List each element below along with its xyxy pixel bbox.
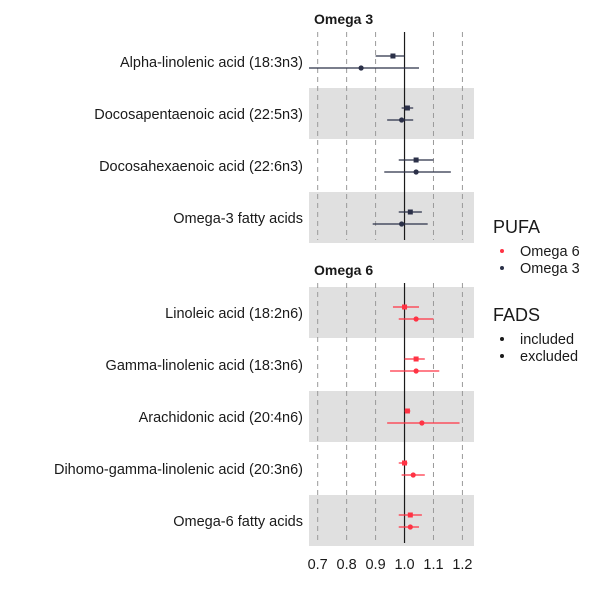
row-label: Omega-6 fatty acids [173, 514, 303, 530]
panel-title: Omega 6 [314, 262, 373, 278]
row-label: Docosahexaenoic acid (22:6n3) [99, 159, 303, 175]
point-excluded [399, 117, 405, 123]
legend-key [500, 249, 504, 253]
point-excluded [419, 420, 425, 426]
point-excluded [407, 524, 413, 530]
panel-2: Omega 6 Linoleic acid (18:2n6) Gamma-linol… [54, 262, 474, 546]
panel-1: Omega 3 Alpha-linolenic acid (18:3n3) Doco… [94, 11, 474, 243]
row-label: Dihomo-gamma-linolenic acid (20:3n6) [54, 462, 303, 478]
panel-title: Omega 3 [314, 11, 373, 27]
row-band [309, 287, 474, 338]
point-excluded [410, 472, 416, 478]
legend-key [500, 266, 504, 270]
legend-key [500, 354, 504, 358]
point-included [404, 105, 410, 111]
point-included [402, 304, 408, 310]
x-tick-label: 0.7 [308, 557, 328, 573]
point-included [407, 209, 413, 215]
row-band [309, 88, 474, 139]
x-tick-label: 1.2 [452, 557, 472, 573]
legend-label: Omega 6 [520, 244, 580, 260]
row-band [309, 192, 474, 243]
point-included [407, 512, 413, 518]
x-tick-label: 0.8 [337, 557, 357, 573]
point-excluded [358, 65, 364, 71]
legend-label: excluded [520, 349, 578, 365]
legend-title: PUFA [493, 217, 540, 237]
point-included [404, 408, 410, 414]
row-band [309, 495, 474, 546]
legend-title: FADS [493, 305, 540, 325]
point-excluded [413, 368, 419, 374]
point-excluded [413, 316, 419, 322]
row-label: Arachidonic acid (20:4n6) [139, 410, 303, 426]
point-included [390, 53, 396, 59]
row-label: Gamma-linolenic acid (18:3n6) [106, 358, 303, 374]
point-excluded [413, 169, 419, 175]
row-label: Linoleic acid (18:2n6) [165, 306, 303, 322]
point-included [402, 460, 408, 466]
x-tick-label: 1.1 [423, 557, 443, 573]
x-tick-label: 1.0 [394, 557, 414, 573]
row-label: Alpha-linolenic acid (18:3n3) [120, 55, 303, 71]
row-label: Docosapentaenoic acid (22:5n3) [94, 107, 303, 123]
legend-key [500, 337, 504, 341]
row-band [309, 391, 474, 442]
x-tick-label: 0.9 [365, 557, 385, 573]
row-label: Omega-3 fatty acids [173, 211, 303, 227]
legend-label: Omega 3 [520, 261, 580, 277]
point-excluded [399, 221, 405, 227]
legend-label: included [520, 332, 574, 348]
point-included [413, 157, 419, 163]
point-included [413, 356, 419, 362]
